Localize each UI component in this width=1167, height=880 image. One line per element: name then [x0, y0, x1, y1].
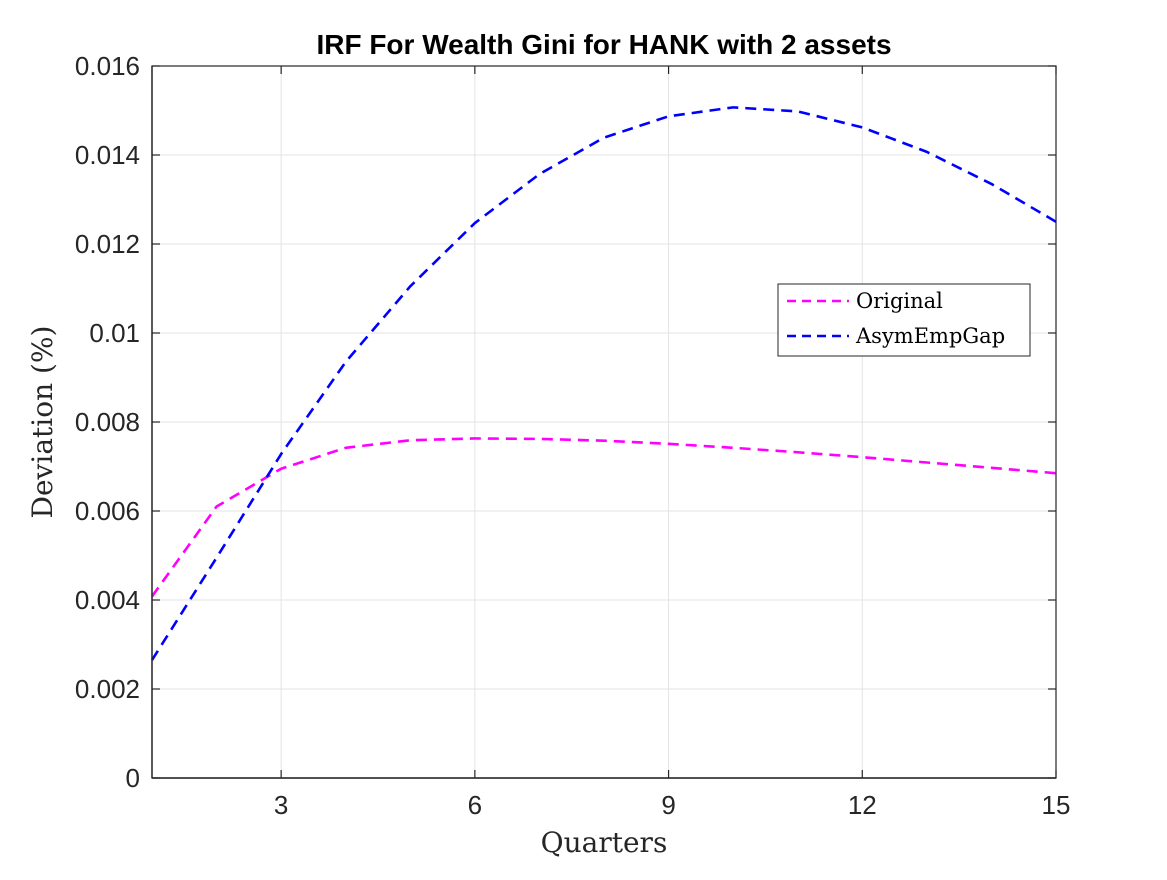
y-tick-label: 0.004: [75, 585, 140, 615]
x-tick-label: 3: [274, 790, 288, 820]
y-tick-label: 0.008: [75, 407, 140, 437]
series-line-original: [150, 437, 1057, 598]
legend-box: [777, 283, 1031, 357]
y-tick-label: 0.01: [89, 318, 140, 348]
x-tick-label: 15: [1042, 790, 1071, 820]
series-lines: [150, 106, 1057, 661]
axes: [151, 65, 1057, 779]
tick-labels: 3 6 9 12 15 0 0.002 0.004 0.006 0.008 0.01 0.012 0.0…: [75, 51, 1071, 820]
y-tick-label: 0.012: [75, 229, 140, 259]
chart-title: IRF For Wealth Gini for HANK with 2 asse…: [316, 29, 891, 60]
y-tick-label: 0.006: [75, 496, 140, 526]
y-tick-label: 0.014: [75, 140, 140, 170]
legend-label-original: Original: [856, 289, 943, 313]
series-line-asymempgap: [150, 106, 1057, 661]
x-axis-label: Quarters: [541, 826, 668, 859]
y-tick-label: 0.002: [75, 674, 140, 704]
y-tick-label: 0.016: [75, 51, 140, 81]
legend-label-asymempgap: AsymEmpGap: [855, 324, 1005, 348]
y-tick-label: 0: [126, 763, 140, 793]
x-tick-label: 9: [661, 790, 675, 820]
x-tick-label: 6: [468, 790, 482, 820]
y-axis-label: Deviation (%): [26, 326, 59, 519]
legend: Original AsymEmpGap: [777, 283, 1031, 357]
x-tick-label: 12: [848, 790, 877, 820]
